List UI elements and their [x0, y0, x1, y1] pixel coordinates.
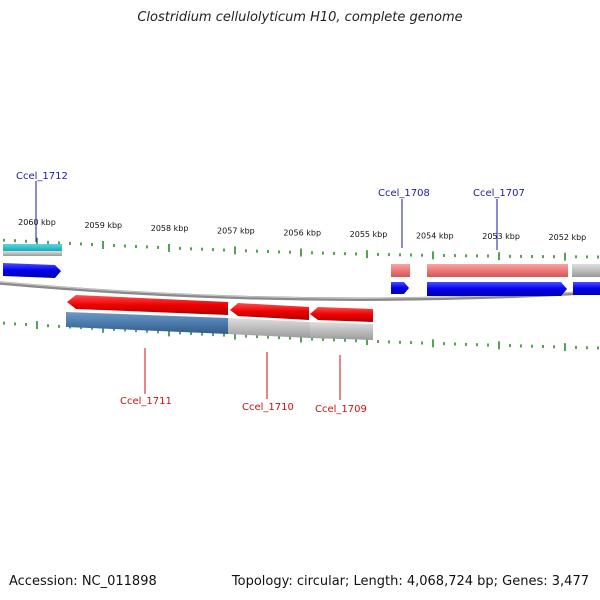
genome-summary-text: Topology: circular; Length: 4,068,724 bp… — [231, 574, 589, 589]
gene-ccel-1711-label: Ccel_1711 — [120, 396, 172, 407]
gene-ccel-1712-feature-bar — [3, 251, 62, 256]
scale-label: 2053 kbp — [482, 232, 520, 241]
scale-labels: 2060 kbp 2059 kbp 2058 kbp 2057 kbp 2056 kbp… — [18, 218, 586, 242]
gene-ccel-1707-feature-bar — [427, 264, 568, 277]
gene-ccel-1711[interactable]: Ccel_1711 — [66, 295, 228, 407]
scale-label: 2060 kbp — [18, 218, 56, 227]
gene-ccel-1712-cds-bar — [3, 244, 62, 251]
gene-ccel-1712-label: Ccel_1712 — [16, 171, 68, 182]
scale-label: 2052 kbp — [549, 233, 587, 242]
gene-ccel-1707-arrow[interactable] — [427, 282, 567, 296]
gene-ccel-1711-arrow[interactable] — [67, 295, 228, 315]
gene-ccel-1708-arrow[interactable] — [391, 282, 409, 294]
gene-right-edge-arrow[interactable] — [573, 282, 600, 295]
gene-ccel-1708-label: Ccel_1708 — [378, 188, 430, 199]
scale-label: 2054 kbp — [416, 231, 454, 240]
gene-right-edge-feature-bar — [572, 264, 600, 277]
outer-tick-track — [3, 237, 599, 261]
gene-ccel-1712-arrow[interactable] — [3, 263, 61, 278]
scale-label: 2055 kbp — [350, 230, 388, 239]
gene-ccel-1712[interactable]: Ccel_1712 — [3, 171, 68, 278]
gene-ccel-1709-arrow[interactable] — [310, 307, 373, 322]
gene-ccel-1710-arrow[interactable] — [230, 303, 309, 320]
gene-right-edge[interactable] — [572, 264, 600, 295]
gene-ccel-1710[interactable]: Ccel_1710 — [228, 303, 310, 413]
genome-backbone — [0, 281, 600, 301]
gene-ccel-1707[interactable]: Ccel_1707 — [427, 188, 568, 296]
scale-label: 2059 kbp — [84, 221, 122, 230]
gene-ccel-1708-feature-bar — [391, 264, 410, 277]
gene-ccel-1711-feature-bar — [66, 312, 228, 334]
page-title: Clostridium cellulolyticum H10, complete… — [137, 10, 463, 25]
gene-ccel-1709[interactable]: Ccel_1709 — [310, 307, 373, 415]
gene-ccel-1710-feature-bar — [228, 318, 310, 338]
gene-ccel-1708[interactable]: Ccel_1708 — [378, 188, 430, 294]
gene-ccel-1707-label: Ccel_1707 — [473, 188, 525, 199]
scale-label: 2058 kbp — [151, 224, 189, 233]
accession-text: Accession: NC_011898 — [9, 574, 157, 589]
scale-label: 2057 kbp — [217, 227, 255, 236]
gene-ccel-1709-label: Ccel_1709 — [315, 404, 367, 415]
gene-ccel-1710-label: Ccel_1710 — [242, 402, 294, 413]
scale-label: 2056 kbp — [283, 229, 321, 238]
gene-ccel-1709-feature-bar — [310, 322, 373, 340]
